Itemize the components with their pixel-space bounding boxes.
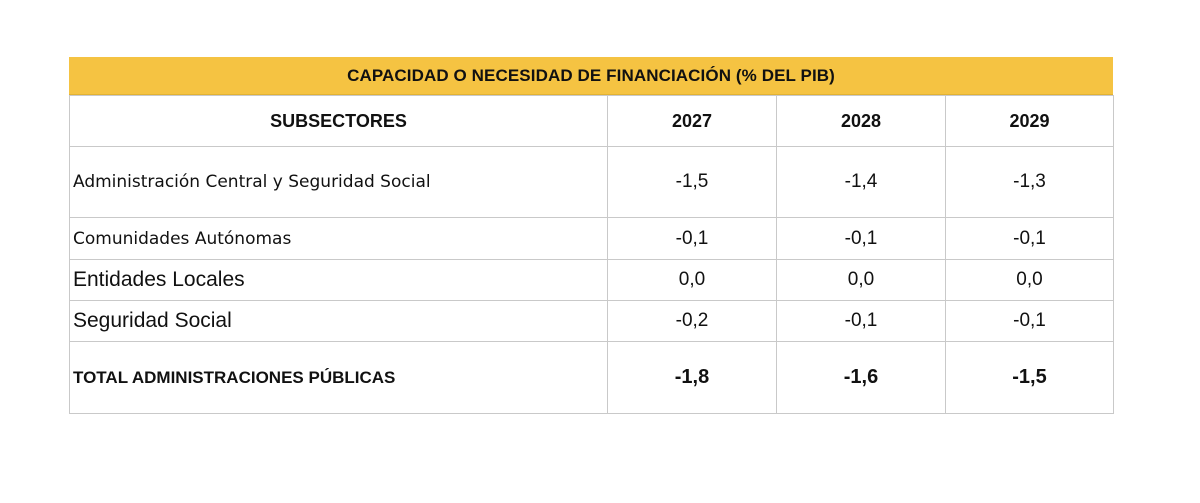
cell-value: -0,1 [945, 300, 1114, 342]
cell-value: -0,1 [776, 217, 946, 260]
table-row: Comunidades Autónomas -0,1 -0,1 -0,1 [69, 217, 1114, 260]
cell-value: -0,1 [607, 217, 777, 260]
total-label: TOTAL ADMINISTRACIONES PÚBLICAS [69, 341, 608, 414]
header-year-2028: 2028 [776, 95, 946, 147]
cell-value: -1,3 [945, 146, 1114, 218]
total-row: TOTAL ADMINISTRACIONES PÚBLICAS -1,8 -1,… [69, 341, 1114, 414]
cell-value: -1,4 [776, 146, 946, 218]
financing-table: CAPACIDAD O NECESIDAD DE FINANCIACIÓN (%… [69, 57, 1114, 414]
table-row: Seguridad Social -0,2 -0,1 -0,1 [69, 300, 1114, 342]
cell-value: -1,5 [607, 146, 777, 218]
table-title: CAPACIDAD O NECESIDAD DE FINANCIACIÓN (%… [69, 57, 1113, 95]
row-label: Entidades Locales [69, 259, 608, 301]
header-year-2029: 2029 [945, 95, 1114, 147]
total-value: -1,5 [945, 341, 1114, 414]
cell-value: -0,1 [945, 217, 1114, 260]
cell-value: 0,0 [776, 259, 946, 301]
total-value: -1,8 [607, 341, 777, 414]
header-year-2027: 2027 [607, 95, 777, 147]
table-row: Administración Central y Seguridad Socia… [69, 146, 1114, 218]
data-table: SUBSECTORES 2027 2028 2029 Administració… [69, 95, 1114, 414]
row-label: Seguridad Social [69, 300, 608, 342]
total-value: -1,6 [776, 341, 946, 414]
cell-value: 0,0 [607, 259, 777, 301]
header-subsectores: SUBSECTORES [69, 95, 608, 147]
header-row: SUBSECTORES 2027 2028 2029 [69, 95, 1114, 147]
cell-value: -0,1 [776, 300, 946, 342]
cell-value: -0,2 [607, 300, 777, 342]
cell-value: 0,0 [945, 259, 1114, 301]
row-label: Administración Central y Seguridad Socia… [69, 146, 608, 218]
row-label: Comunidades Autónomas [69, 217, 608, 260]
table-row: Entidades Locales 0,0 0,0 0,0 [69, 259, 1114, 301]
